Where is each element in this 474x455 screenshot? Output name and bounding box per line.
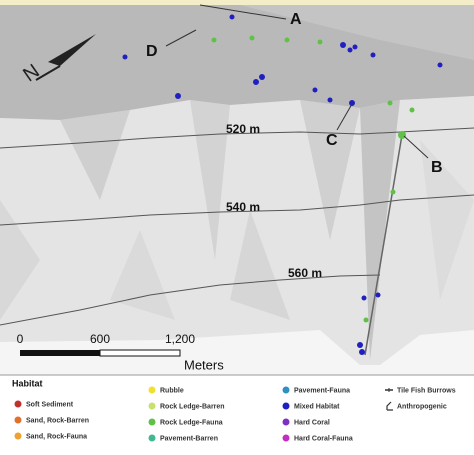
callout-label: C	[326, 132, 338, 149]
observation	[348, 48, 353, 53]
observation	[250, 36, 255, 41]
observation	[371, 53, 376, 58]
callout-label: A	[290, 11, 302, 28]
observation	[253, 79, 259, 85]
legend-swatch	[283, 387, 290, 394]
callout-label: B	[431, 159, 443, 176]
observation	[340, 42, 346, 48]
legend-swatch	[15, 433, 22, 440]
contour-label: 520 m	[226, 122, 260, 136]
legend-label: Sand, Rock-Barren	[26, 417, 89, 424]
legend-swatch	[149, 387, 156, 394]
observation	[376, 293, 381, 298]
contour-label: 540 m	[226, 200, 260, 214]
observation	[362, 296, 367, 301]
legend-swatch	[149, 403, 156, 410]
observation	[259, 74, 265, 80]
legend-label: Hard Coral-Fauna	[294, 435, 353, 442]
observation	[359, 349, 365, 355]
legend-label: Mixed Habitat	[294, 403, 340, 410]
terrain	[0, 5, 474, 375]
observation	[230, 15, 235, 20]
observation	[123, 55, 128, 60]
observation	[438, 63, 443, 68]
legend-label: Pavement-Fauna	[294, 387, 350, 394]
legend-label: Sand, Rock-Fauna	[26, 433, 87, 440]
observation	[388, 101, 393, 106]
observation	[364, 318, 369, 323]
legend-swatch	[283, 435, 290, 442]
observation	[349, 100, 355, 106]
contour-label: 560 m	[288, 266, 322, 280]
callout-label: D	[146, 43, 158, 60]
observation	[285, 38, 290, 43]
legend-swatch	[283, 419, 290, 426]
scale-unit: Meters	[184, 357, 224, 372]
map-figure: A B C D 520 m 540 m 560 m N 0 600 1,200 …	[0, 0, 474, 450]
legend-label: Rock Ledge-Fauna	[160, 419, 223, 426]
top-border	[0, 0, 474, 5]
legend-label: Hard Coral	[294, 419, 330, 426]
legend-swatch	[149, 435, 156, 442]
legend-swatch	[15, 417, 22, 424]
observation	[353, 45, 358, 50]
observation	[328, 98, 333, 103]
legend-swatch	[283, 403, 290, 410]
scale-label: 1,200	[165, 332, 195, 346]
legend-label: Tile Fish Burrows	[397, 387, 456, 394]
legend-label: Rock Ledge-Barren	[160, 403, 225, 410]
observation	[410, 108, 415, 113]
legend-title: Habitat	[12, 378, 43, 388]
observation	[391, 190, 396, 195]
legend-label: Pavement-Barren	[160, 435, 218, 442]
scale-segment	[20, 350, 100, 356]
legend-swatch	[15, 401, 22, 408]
observation	[212, 38, 217, 43]
observation	[357, 342, 363, 348]
scale-label: 0	[17, 332, 24, 346]
scale-label: 600	[90, 332, 110, 346]
legend-swatch	[149, 419, 156, 426]
legend-label: Soft Sediment	[26, 401, 74, 408]
observation	[398, 131, 406, 139]
observation	[175, 93, 181, 99]
observation	[318, 40, 323, 45]
observation	[313, 88, 318, 93]
scale-segment	[100, 350, 180, 356]
legend-label: Anthropogenic	[397, 403, 447, 410]
legend-label: Rubble	[160, 387, 184, 394]
